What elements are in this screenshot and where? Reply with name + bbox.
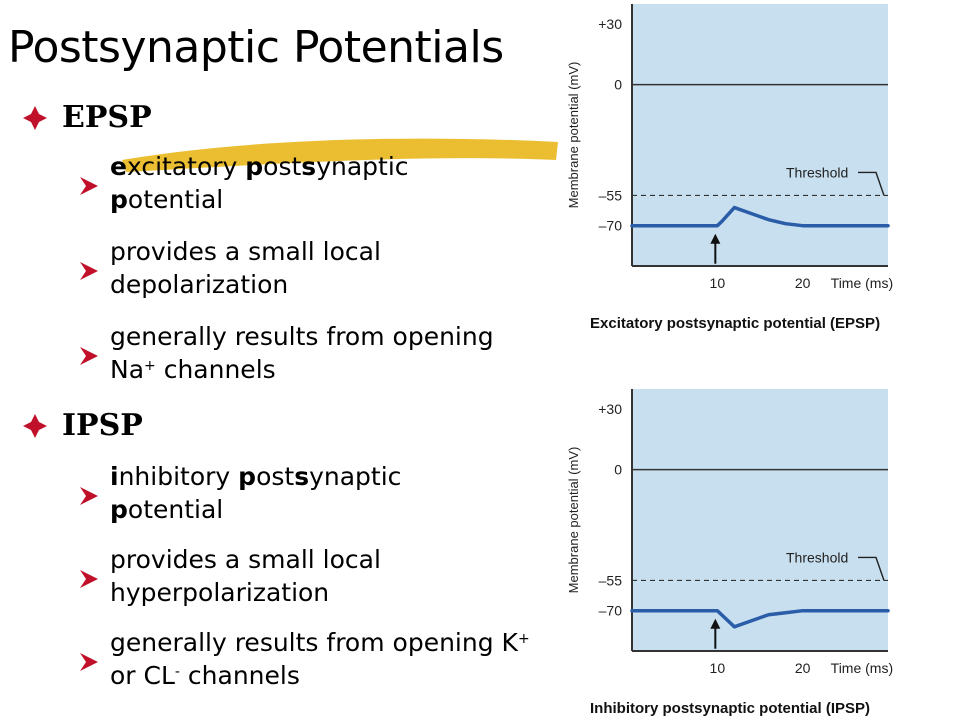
epsp-chart: Threshold +30 0 –55 –70 10 20 Time (ms) Membrane… — [566, 4, 893, 332]
threshold-label: Threshold — [786, 549, 848, 565]
y-axis-label: Membrane potential (mV) — [566, 62, 581, 209]
plot-background — [632, 4, 888, 266]
y-tick-label: –70 — [599, 218, 623, 234]
arrow-bullet-icon — [80, 653, 98, 671]
arrow-bullet-icon — [80, 487, 98, 505]
highlighter-stroke — [122, 138, 558, 172]
y-tick-label: 0 — [614, 462, 622, 478]
slide-title: Postsynaptic Potentials — [8, 22, 504, 73]
diamond-bullet-icon — [23, 105, 47, 130]
y-tick-label: –70 — [599, 603, 623, 619]
epsp-item-depolarization: provides a small local depolarization — [78, 235, 510, 301]
y-tick-label: –55 — [599, 572, 623, 588]
y-tick-label: +30 — [598, 16, 622, 32]
x-axis-label: Time (ms) — [831, 660, 893, 676]
ipsp-definition-text: inhibitory postsynaptic potential — [110, 462, 402, 524]
epsp-heading: EPSP — [62, 100, 152, 135]
stimulus-arrow-head — [710, 618, 721, 629]
ipsp-item-definition: inhibitory postsynaptic potential — [78, 460, 510, 526]
threshold-label: Threshold — [786, 164, 848, 180]
epsp-channels-text: generally results from opening Na+ chann… — [110, 322, 494, 384]
epsp-depolarization-text: provides a small local depolarization — [110, 237, 381, 299]
ipsp-hyperpolarization-text: provides a small local hyperpolarization — [110, 545, 381, 607]
membrane-potential-trace — [630, 205, 890, 228]
epsp-definition-text: excitatory postsynaptic potential — [110, 152, 409, 214]
x-tick-label: 20 — [795, 660, 811, 676]
bullet-ipsp: IPSP — [22, 408, 143, 443]
threshold-leader — [858, 556, 885, 581]
stimulus-arrow-head — [710, 233, 721, 244]
membrane-potential-trace — [630, 608, 890, 629]
threshold-leader — [858, 171, 885, 196]
epsp-item-definition: excitatory postsynaptic potential — [78, 150, 510, 216]
arrow-bullet-icon — [80, 347, 98, 365]
y-tick-label: +30 — [598, 401, 622, 417]
chart-caption: Inhibitory postsynaptic potential (IPSP) — [590, 700, 870, 717]
x-tick-label: 20 — [795, 275, 811, 291]
ipsp-channels-text: generally results from opening K+ or CL-… — [110, 628, 530, 690]
ipsp-chart: Threshold +30 0 –55 –70 10 20 Time (ms) Membrane… — [566, 389, 893, 717]
y-axis-label: Membrane potential (mV) — [566, 447, 581, 594]
y-tick-label: 0 — [614, 77, 622, 93]
arrow-bullet-icon — [80, 177, 98, 195]
y-tick-label: –55 — [599, 187, 623, 203]
ipsp-heading: IPSP — [62, 408, 143, 443]
plot-background — [632, 389, 888, 651]
epsp-item-channels: generally results from opening Na+ chann… — [78, 320, 510, 386]
arrow-bullet-icon — [80, 262, 98, 280]
ipsp-item-channels: generally results from opening K+ or CL-… — [78, 626, 530, 692]
bullet-epsp: EPSP — [22, 100, 152, 135]
diamond-bullet-icon — [23, 413, 47, 438]
chart-caption: Excitatory postsynaptic potential (EPSP) — [590, 315, 880, 332]
arrow-bullet-icon — [80, 570, 98, 588]
x-axis-label: Time (ms) — [831, 275, 893, 291]
x-tick-label: 10 — [710, 660, 726, 676]
x-tick-label: 10 — [710, 275, 726, 291]
ipsp-item-hyperpolarization: provides a small local hyperpolarization — [78, 543, 510, 609]
